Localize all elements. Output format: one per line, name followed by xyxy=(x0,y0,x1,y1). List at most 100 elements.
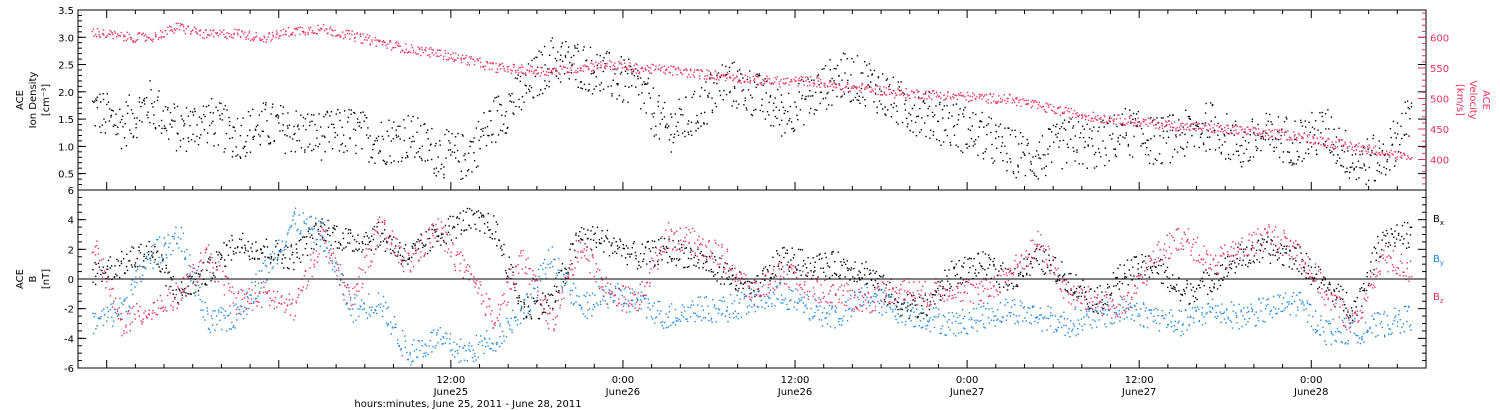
velocity-series-point xyxy=(900,93,902,95)
bx-series-point xyxy=(459,212,461,214)
bx-series-point xyxy=(921,312,924,315)
velocity-series-point xyxy=(252,40,255,42)
velocity-series-point xyxy=(1190,123,1192,125)
velocity-series-point xyxy=(435,52,437,54)
density-series-point xyxy=(993,160,996,162)
velocity-series-point xyxy=(195,28,197,30)
velocity-series-point xyxy=(623,66,626,69)
bx-series-point xyxy=(298,257,301,260)
velocity-series-point xyxy=(1371,152,1373,154)
velocity-series-point xyxy=(899,90,902,92)
density-series-point xyxy=(1051,131,1053,133)
density-series-point xyxy=(977,136,980,138)
density-series-point xyxy=(246,152,248,154)
density-series-point xyxy=(550,40,552,42)
density-series-point xyxy=(193,108,196,110)
bx-series-point xyxy=(603,240,605,242)
bx-series-point xyxy=(615,241,617,243)
bx-series-point xyxy=(1151,265,1154,268)
by-series-point xyxy=(269,263,272,265)
density-series-point xyxy=(531,59,533,62)
bx-series-point xyxy=(505,272,508,274)
density-series-point xyxy=(1391,143,1394,146)
bx-series-point xyxy=(613,237,615,239)
density-series-point xyxy=(1067,146,1069,149)
velocity-series-point xyxy=(109,29,111,32)
density-series-point xyxy=(685,96,687,99)
density-series-point xyxy=(599,84,601,86)
bx-series-point xyxy=(293,268,295,271)
density-series-point xyxy=(1283,120,1286,123)
velocity-series-point xyxy=(906,93,908,95)
density-series-point xyxy=(506,127,508,129)
bx-series-point xyxy=(622,247,624,250)
velocity-series-point xyxy=(378,39,380,41)
density-series-point xyxy=(991,143,993,146)
bx-series-point xyxy=(622,244,624,246)
bx-series-point xyxy=(561,269,563,271)
density-series-point xyxy=(756,73,758,75)
velocity-series-point xyxy=(316,33,318,35)
density-series-point xyxy=(661,118,663,120)
density-series-point xyxy=(637,69,639,72)
velocity-series-point xyxy=(285,30,287,33)
bx-series-point xyxy=(264,256,266,258)
velocity-series-point xyxy=(971,99,973,102)
bx-series-point xyxy=(1192,295,1194,297)
bx-series-point xyxy=(1356,296,1358,299)
velocity-series-point xyxy=(1264,135,1267,137)
bx-series-point xyxy=(1305,252,1308,255)
velocity-series-point xyxy=(377,40,380,42)
velocity-series-point xyxy=(411,46,414,49)
velocity-series-point xyxy=(1015,98,1018,100)
density-series-point xyxy=(696,120,699,122)
density-series-point xyxy=(491,141,493,143)
velocity-series-point xyxy=(457,57,459,59)
density-series-point xyxy=(652,116,655,118)
velocity-series-point xyxy=(809,84,811,86)
velocity-series-point xyxy=(709,78,711,80)
density-series-point xyxy=(1059,128,1061,130)
density-series-point xyxy=(1275,138,1277,140)
velocity-series-point xyxy=(582,70,584,72)
velocity-series-point xyxy=(644,67,646,69)
density-series-point xyxy=(278,122,280,124)
velocity-series-point xyxy=(740,82,742,84)
bx-series-point xyxy=(968,257,971,259)
velocity-series-point xyxy=(935,96,937,98)
velocity-series-point xyxy=(1151,121,1154,124)
velocity-series-point xyxy=(1253,133,1256,135)
bx-series-point xyxy=(1028,253,1030,255)
bx-series-point xyxy=(1092,304,1094,306)
bx-series-point xyxy=(617,248,619,250)
velocity-series-point xyxy=(967,94,969,97)
density-series-point xyxy=(1169,162,1171,164)
density-series-point xyxy=(323,135,325,137)
density-series-point xyxy=(888,84,891,86)
bx-series-point xyxy=(1205,269,1207,271)
bx-series-point xyxy=(206,269,208,272)
by-series-point xyxy=(240,313,242,316)
bx-series-point xyxy=(856,280,858,283)
bx-series-point xyxy=(996,281,998,283)
by-series-point xyxy=(254,298,257,300)
density-series-point xyxy=(374,162,376,164)
density-series-point xyxy=(187,137,189,139)
velocity-series-point xyxy=(833,82,835,84)
density-series-point xyxy=(333,127,335,129)
density-series-point xyxy=(363,120,365,122)
density-series-point xyxy=(1376,169,1378,172)
bx-series-point xyxy=(538,317,541,320)
density-series-point xyxy=(450,154,452,156)
density-series-point xyxy=(302,116,305,119)
velocity-series-point xyxy=(932,90,934,92)
velocity-series-point xyxy=(664,69,667,72)
velocity-series-point xyxy=(384,41,386,44)
bx-series-point xyxy=(431,228,433,231)
density-series-point xyxy=(557,51,559,53)
velocity-series-point xyxy=(1001,101,1003,103)
density-series-point xyxy=(1156,159,1158,162)
velocity-series-point xyxy=(1205,124,1207,126)
bx-series-point xyxy=(1102,304,1104,306)
velocity-series-point xyxy=(1007,100,1009,103)
